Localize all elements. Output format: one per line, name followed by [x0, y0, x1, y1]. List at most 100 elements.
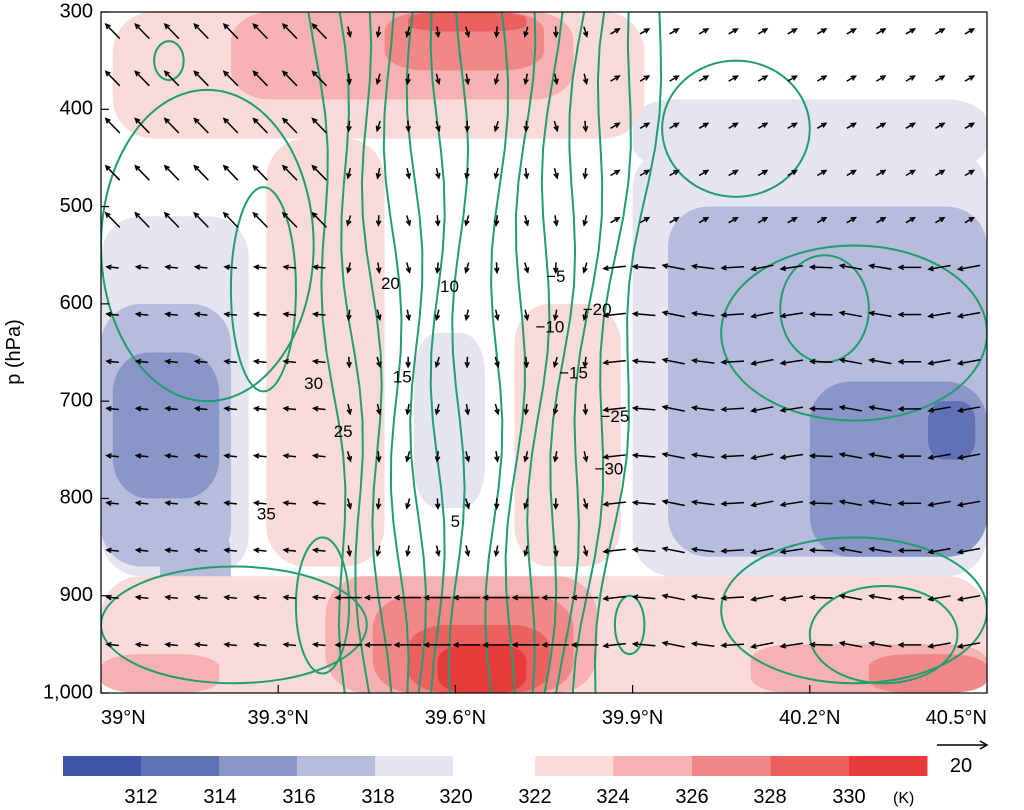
- wind-vector: [639, 122, 651, 129]
- wind-vector: [105, 594, 119, 601]
- contour-label: 10: [440, 277, 459, 296]
- wind-vector: [434, 451, 441, 463]
- wind-vector: [582, 403, 589, 416]
- wind-vector: [927, 595, 951, 602]
- wind-vector: [582, 120, 589, 133]
- wind-vector: [134, 264, 149, 271]
- wind-vector: [728, 122, 739, 129]
- wind-vector: [808, 358, 833, 365]
- wind-vector: [757, 216, 769, 224]
- colorbar-swatch: [297, 756, 375, 776]
- wind-vector: [927, 406, 951, 413]
- wind-vector: [193, 264, 208, 271]
- contour-line: [360, 12, 393, 693]
- colorbar-label: 324: [596, 786, 629, 808]
- wind-vector: [193, 211, 209, 228]
- wind-vector: [375, 26, 382, 39]
- wind-vector: [779, 642, 804, 649]
- wind-vector: [838, 357, 863, 365]
- wind-vector: [661, 263, 685, 271]
- wind-vector: [669, 122, 680, 129]
- wind-vector: [728, 28, 739, 35]
- colorbar-swatch: [141, 756, 219, 776]
- wind-vector: [511, 641, 540, 648]
- wind-vector: [808, 547, 833, 554]
- wind-vector: [193, 23, 209, 40]
- wind-vector: [105, 264, 119, 271]
- wind-vector: [494, 403, 500, 416]
- contour-label: −30: [595, 460, 624, 479]
- wind-vector: [134, 70, 150, 87]
- contour-line: [229, 186, 297, 393]
- wind-vector: [282, 405, 297, 412]
- wind-vector: [252, 453, 267, 459]
- wind-vector: [223, 264, 237, 271]
- wind-vector: [405, 215, 412, 227]
- contour-label: 20: [381, 274, 400, 293]
- contour-line: [484, 12, 510, 693]
- wind-vector: [964, 28, 976, 35]
- wind-vector: [104, 70, 121, 87]
- wind-vector: [570, 594, 599, 601]
- wind-vector: [452, 594, 481, 601]
- wind-vector: [661, 451, 685, 460]
- colorbar-label: 328: [753, 786, 786, 808]
- wind-vector: [346, 498, 353, 510]
- wind-vector: [868, 263, 892, 270]
- contour-line: [593, 12, 663, 693]
- wind-vector: [375, 451, 382, 463]
- wind-vector: [164, 594, 178, 601]
- wind-vector: [311, 211, 328, 228]
- contour-label: −20: [583, 300, 612, 319]
- wind-vector: [787, 75, 798, 82]
- wind-vector: [523, 120, 530, 133]
- wind-vector: [552, 403, 559, 416]
- wind-vector: [104, 211, 121, 228]
- y-tick-label: 300: [60, 0, 93, 22]
- colorbar-swatch: [375, 756, 453, 776]
- wind-vector: [750, 500, 774, 508]
- wind-vector: [494, 309, 500, 322]
- wind-vector: [434, 356, 441, 369]
- wind-vector: [193, 547, 208, 554]
- wind-vector: [927, 500, 951, 508]
- wind-vector: [311, 547, 326, 554]
- y-tick-label: 900: [60, 584, 93, 606]
- y-tick-label: 700: [60, 389, 93, 411]
- wind-vector: [252, 594, 267, 601]
- wind-vector: [838, 404, 863, 412]
- wind-vector: [222, 164, 239, 181]
- wind-vector: [523, 356, 530, 369]
- wind-vector: [779, 264, 804, 272]
- wind-vector: [779, 500, 804, 508]
- contour-line: [526, 12, 564, 693]
- wind-vector: [868, 499, 892, 506]
- wind-vector: [927, 453, 951, 461]
- wind-vector: [346, 26, 353, 38]
- wind-vector: [405, 545, 411, 558]
- wind-vector: [464, 545, 471, 558]
- wind-vector: [311, 264, 326, 271]
- wind-vector: [164, 547, 178, 554]
- wind-vector: [808, 500, 833, 506]
- wind-vector: [720, 312, 745, 318]
- contour-line: [294, 536, 351, 675]
- colorbar-swatch: [849, 756, 928, 776]
- wind-vector: [935, 75, 946, 82]
- wind-vector: [610, 216, 621, 224]
- wind-vector: [105, 405, 119, 412]
- wind-vector: [493, 120, 500, 133]
- colorbar-swatch: [770, 756, 849, 776]
- wind-vector: [464, 215, 470, 227]
- wind-vector: [639, 216, 651, 224]
- wind-vector: [720, 453, 745, 460]
- shading-region: [437, 644, 527, 693]
- wind-vector: [252, 547, 267, 554]
- wind-vector: [875, 122, 887, 129]
- wind-vector: [750, 358, 774, 366]
- wind-vector: [405, 73, 411, 86]
- wind-vector: [311, 311, 326, 318]
- wind-vector: [639, 75, 651, 82]
- wind-vector: [464, 498, 471, 510]
- wind-vector: [838, 452, 863, 459]
